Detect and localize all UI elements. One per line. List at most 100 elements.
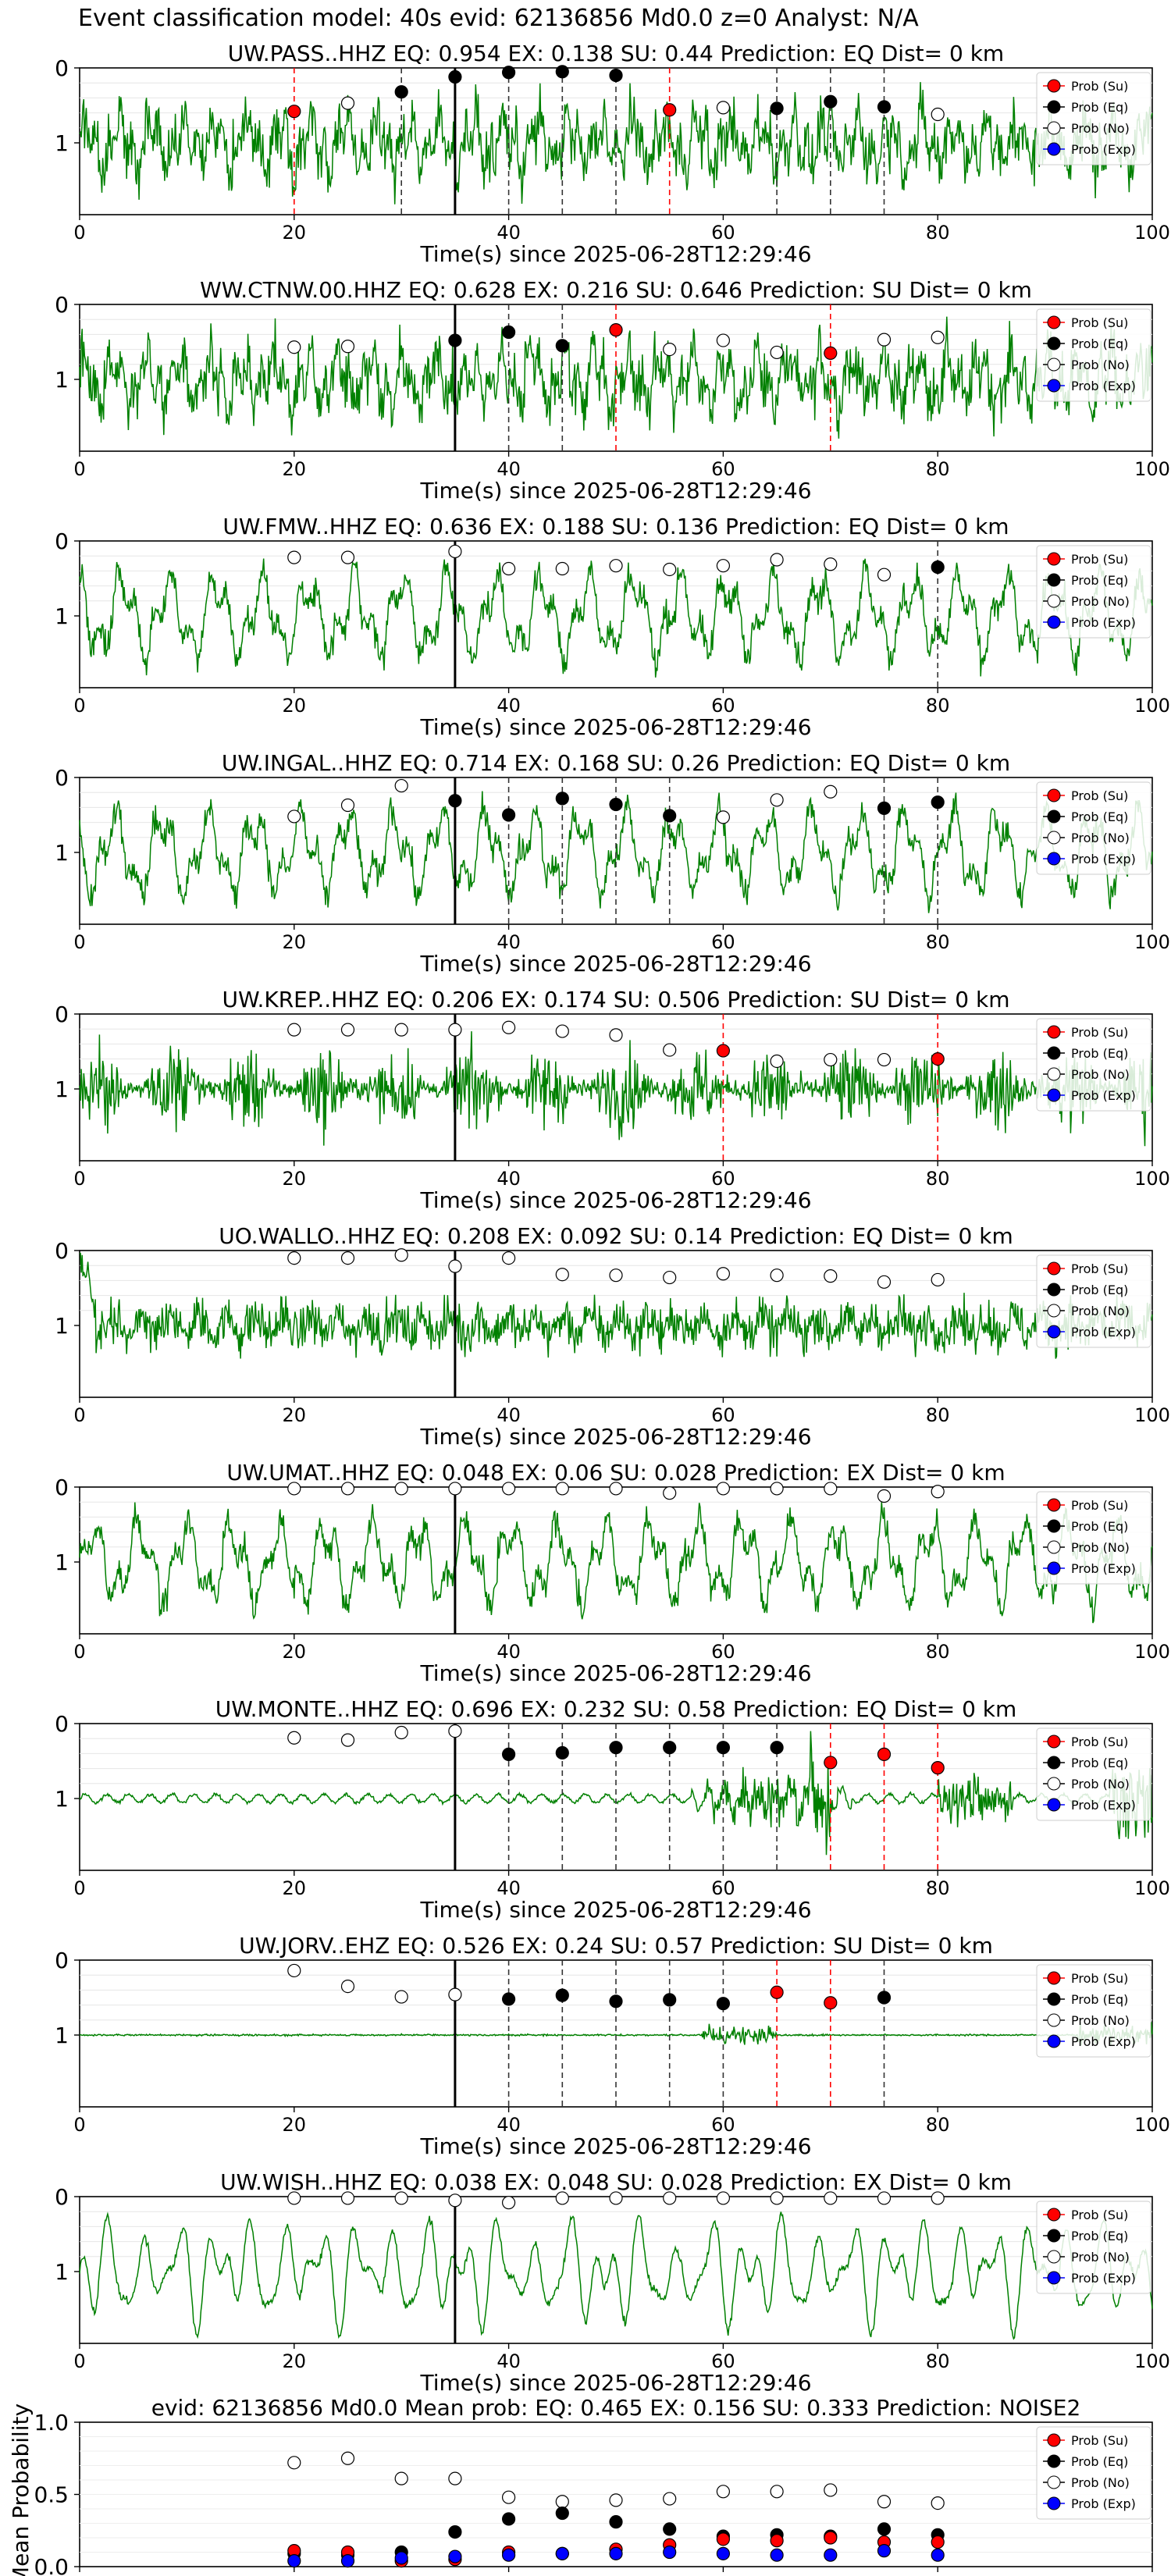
legend-box xyxy=(1036,1254,1151,1348)
mean-prob-marker-exp xyxy=(287,2554,301,2568)
prob-marker-no xyxy=(716,559,731,573)
legend-label: Prob (Eq) xyxy=(1071,336,1128,351)
prob-marker-no xyxy=(609,559,623,573)
prob-marker-no xyxy=(716,333,731,347)
prob-marker-eq xyxy=(501,325,516,340)
prob-marker-no xyxy=(555,1024,569,1038)
prob-marker-no xyxy=(770,2191,784,2205)
waveform-trace xyxy=(79,1031,1153,1147)
station-panel: UW.MONTE..HHZ EQ: 0.696 EX: 0.232 SU: 0.… xyxy=(55,1696,1170,1923)
legend-marker-su xyxy=(1047,1735,1061,1749)
legend-marker-su xyxy=(1047,2208,1061,2222)
x-tick-label: 100 xyxy=(1134,2114,1170,2136)
mean-prob-marker-exp xyxy=(931,2548,945,2562)
x-tick-label: 0 xyxy=(73,2574,85,2576)
waveform-trace xyxy=(79,1501,1153,1624)
waveform-trace xyxy=(80,1252,1153,1359)
plot-frame xyxy=(79,540,1153,688)
legend-box xyxy=(1036,1491,1151,1585)
legend-marker-eq xyxy=(1047,2229,1061,2243)
prob-marker-no xyxy=(609,1482,623,1496)
legend-label: Prob (Eq) xyxy=(1071,2454,1128,2469)
legend-marker-eq xyxy=(1047,1756,1061,1770)
prob-marker-no xyxy=(340,340,355,354)
prob-marker-no xyxy=(340,1251,355,1265)
legend-label: Prob (Exp) xyxy=(1071,379,1136,393)
mean-prob-marker-exp xyxy=(716,2546,731,2560)
x-tick-label: 40 xyxy=(497,1168,521,1190)
legend-label: Prob (No) xyxy=(1071,831,1130,845)
x-tick-label: 80 xyxy=(926,458,950,480)
prob-marker-no xyxy=(877,1489,892,1503)
prob-marker-eq xyxy=(663,1741,677,1755)
station-panel: UW.PASS..HHZ EQ: 0.954 EX: 0.138 SU: 0.4… xyxy=(55,41,1170,267)
legend-label: Prob (Eq) xyxy=(1071,1756,1128,1770)
legend-label: Prob (Eq) xyxy=(1071,573,1128,588)
prob-marker-eq xyxy=(716,1997,731,2011)
prob-marker-su xyxy=(931,1051,945,1066)
legend-marker-eq xyxy=(1047,1283,1061,1297)
mean-prob-marker-no xyxy=(555,2495,569,2509)
prob-marker-no xyxy=(448,1023,462,1037)
prob-marker-no xyxy=(287,809,301,824)
legend-label: Prob (Exp) xyxy=(1071,1088,1136,1103)
panel-title: WW.CTNW.00.HHZ EQ: 0.628 EX: 0.216 SU: 0… xyxy=(200,277,1032,303)
prob-marker-no xyxy=(501,1020,516,1034)
x-tick-label: 20 xyxy=(283,222,307,244)
legend: Prob (Su) Prob (Eq) Prob (No) Prob (Exp) xyxy=(1036,1254,1151,1348)
prob-marker-no xyxy=(663,2191,677,2205)
legend-marker-eq xyxy=(1047,573,1061,587)
prob-marker-no xyxy=(716,810,731,824)
x-tick-label: 20 xyxy=(283,458,307,480)
mean-prob-marker-su xyxy=(770,2534,784,2548)
legend-box xyxy=(1036,545,1151,639)
x-tick-label: 20 xyxy=(283,931,307,953)
x-tick-label: 40 xyxy=(497,2350,521,2372)
x-tick-label: 80 xyxy=(926,1877,950,1899)
x-tick-label: 100 xyxy=(1134,1404,1170,1426)
mean-prob-marker-no xyxy=(340,2451,355,2465)
prob-marker-no xyxy=(770,793,784,807)
prob-marker-eq xyxy=(555,792,569,806)
prob-marker-no xyxy=(716,1267,731,1281)
mean-prob-marker-exp xyxy=(555,2546,569,2560)
legend: Prob (Su) Prob (Eq) Prob (No) Prob (Exp) xyxy=(1036,545,1151,639)
legend: Prob (Su) Prob (Eq) Prob (No) Prob (Exp) xyxy=(1036,2426,1151,2520)
legend-box xyxy=(1036,1018,1151,1112)
mean-prob-marker-no xyxy=(931,2496,945,2510)
prob-marker-eq xyxy=(877,100,892,114)
mean-prob-marker-su xyxy=(824,2531,838,2545)
waveform-trace xyxy=(79,558,1153,678)
legend-label: Prob (No) xyxy=(1071,1540,1130,1555)
legend-marker-su xyxy=(1047,2433,1061,2447)
legend-marker-su xyxy=(1047,315,1061,329)
prob-marker-no xyxy=(931,1272,945,1287)
x-tick-label: 0 xyxy=(73,222,85,244)
panel-title: UW.INGAL..HHZ EQ: 0.714 EX: 0.168 SU: 0.… xyxy=(222,750,1010,776)
legend-label: Prob (Exp) xyxy=(1071,852,1136,866)
x-axis-label: Time(s) since 2025-06-28T12:29:46 xyxy=(419,951,811,977)
prob-marker-no xyxy=(877,568,892,582)
mean-prob-marker-no xyxy=(448,2471,462,2485)
legend-box xyxy=(1036,72,1151,165)
prob-marker-no xyxy=(340,2191,355,2205)
x-tick-label: 100 xyxy=(1134,1877,1170,1899)
legend-marker-no xyxy=(1047,2013,1061,2027)
legend-box xyxy=(1036,308,1151,402)
legend-label: Prob (Su) xyxy=(1071,2433,1128,2448)
prob-marker-eq xyxy=(931,795,945,809)
x-axis-label: Time(s) since 2025-06-28T12:29:46 xyxy=(419,714,811,740)
prob-marker-no xyxy=(877,333,892,347)
legend-label: Prob (No) xyxy=(1071,1777,1130,1791)
legend-label: Prob (Eq) xyxy=(1071,1992,1128,2007)
prob-marker-no xyxy=(448,2194,462,2208)
legend-marker-exp xyxy=(1047,615,1061,629)
legend-marker-eq xyxy=(1047,809,1061,824)
prob-marker-no xyxy=(555,2191,569,2205)
x-tick-label: 40 xyxy=(497,458,521,480)
y-tick-label: 0 xyxy=(55,55,69,81)
legend-marker-su xyxy=(1047,1498,1061,1512)
mean-prob-marker-exp xyxy=(824,2548,838,2562)
legend-marker-no xyxy=(1047,358,1061,372)
x-tick-label: 80 xyxy=(926,695,950,717)
